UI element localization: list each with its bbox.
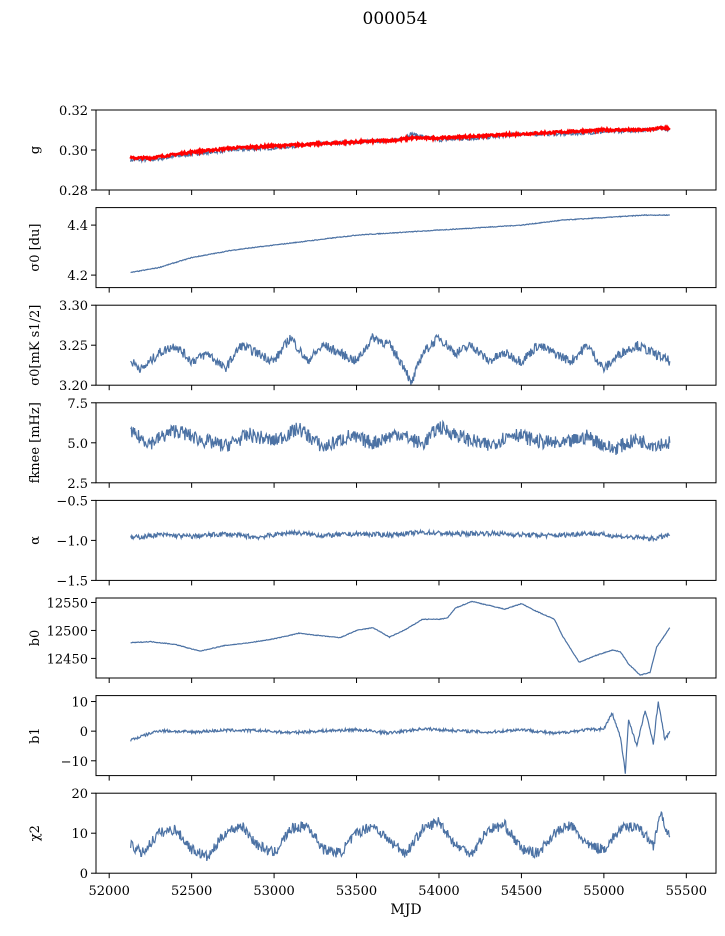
y-axis-label: fknee [mHz] bbox=[28, 402, 43, 483]
x-tick-label: 54000 bbox=[418, 884, 459, 899]
x-tick-label: 52000 bbox=[89, 884, 130, 899]
panel-5: −1.5 −1.0 −0.5 α bbox=[28, 494, 717, 589]
x-tick-label: 55000 bbox=[583, 884, 624, 899]
y-tick-label: 3.20 bbox=[59, 379, 88, 394]
y-axis-label: χ2 bbox=[28, 825, 43, 841]
panel-4: 2.5 5.0 7.5 fknee [mHz] bbox=[28, 397, 717, 492]
y-tick-label: 0.30 bbox=[59, 144, 88, 159]
axes-frame bbox=[95, 792, 717, 874]
panel-6: 12450 12500 12550 b0 bbox=[28, 596, 717, 683]
y-tick-label: 2.5 bbox=[67, 477, 88, 492]
x-tick-label: 53500 bbox=[336, 884, 377, 899]
y-tick-label: 3.25 bbox=[59, 339, 88, 354]
y-tick-label: 7.5 bbox=[67, 397, 88, 412]
series-line-1 bbox=[130, 810, 671, 862]
series-line-1 bbox=[130, 419, 671, 455]
y-tick-label: −1.0 bbox=[56, 534, 88, 549]
panel-2: 4.2 4.4 σ0 [du] bbox=[28, 207, 717, 293]
panel-8: 0 10 20 χ2 bbox=[28, 787, 717, 882]
y-tick-label: 0 bbox=[80, 867, 88, 882]
y-tick-label: 0 bbox=[80, 725, 88, 740]
axes-frame bbox=[95, 109, 717, 191]
axes-frame bbox=[95, 499, 717, 581]
y-tick-label: 0.28 bbox=[59, 184, 88, 199]
y-axis-label: α bbox=[28, 536, 43, 545]
axes-frame bbox=[95, 207, 717, 289]
y-tick-label: 12500 bbox=[47, 624, 88, 639]
y-tick-label: 10 bbox=[71, 696, 88, 711]
y-tick-label: −0.5 bbox=[56, 494, 88, 509]
y-axis-label: σ0 [du] bbox=[28, 224, 43, 272]
series-line-1 bbox=[130, 600, 671, 676]
x-tick-label: 53000 bbox=[253, 884, 294, 899]
y-tick-label: 3.30 bbox=[59, 299, 88, 314]
y-tick-label: 12550 bbox=[47, 596, 88, 611]
series-line-1 bbox=[130, 701, 671, 774]
y-tick-label: 4.2 bbox=[67, 269, 88, 284]
y-tick-label: 10 bbox=[71, 827, 88, 842]
series-line-2 bbox=[129, 124, 671, 162]
x-tick-label: 54500 bbox=[501, 884, 542, 899]
series-line-1 bbox=[130, 528, 671, 543]
y-tick-label: −1.5 bbox=[56, 574, 88, 589]
y-tick-label: 5.0 bbox=[67, 437, 88, 452]
y-axis-label: σ0[mK s1/2] bbox=[28, 305, 43, 386]
y-tick-label: 20 bbox=[71, 787, 88, 802]
x-tick-label: 52500 bbox=[171, 884, 212, 899]
series-line-1 bbox=[130, 213, 670, 274]
panel-3: 3.20 3.25 3.30 σ0[mK s1/2] bbox=[28, 299, 717, 394]
figure-title: 000054 bbox=[363, 9, 428, 29]
series-line-1 bbox=[130, 333, 671, 385]
y-axis-label: b0 bbox=[28, 630, 43, 647]
y-tick-label: 12450 bbox=[47, 652, 88, 667]
y-tick-label: −10 bbox=[61, 755, 88, 770]
panel-7: −10 0 10 b1 bbox=[28, 695, 717, 781]
y-tick-label: 0.32 bbox=[59, 104, 88, 119]
y-axis-label: b1 bbox=[28, 727, 43, 744]
x-axis-label: MJD bbox=[390, 902, 421, 918]
panels: 0.28 0.30 0.32 g 4.2 4.4 σ0 [du] 3.20 3.25 3.30 σ0… bbox=[28, 104, 717, 918]
x-tick-label: 55500 bbox=[666, 884, 707, 899]
y-tick-label: 4.4 bbox=[67, 219, 88, 234]
axes-frame bbox=[95, 695, 717, 777]
axes-frame bbox=[95, 597, 717, 679]
y-axis-label: g bbox=[28, 146, 43, 154]
panel-1: 0.28 0.30 0.32 g bbox=[28, 104, 717, 199]
